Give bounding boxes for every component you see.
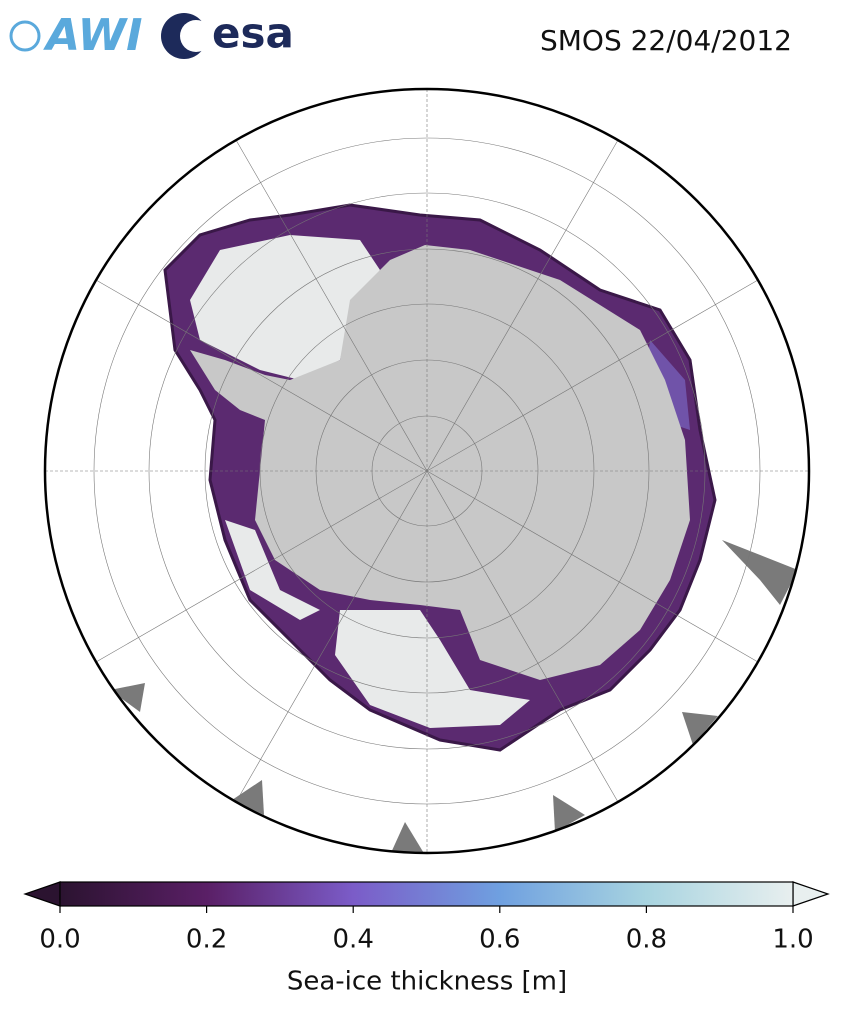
land (722, 540, 798, 605)
logo-text: AWI (43, 10, 143, 61)
graticule (45, 89, 809, 853)
colorbar-label: Sea-ice thickness [m] (287, 967, 567, 997)
map (45, 89, 809, 853)
land (110, 683, 145, 712)
logo-text: esa (212, 9, 294, 58)
logo-awi: AWI (9, 10, 143, 61)
thick-ice (225, 520, 320, 620)
land (390, 822, 425, 853)
land (232, 780, 264, 815)
title: SMOS 22/04/2012 (540, 24, 792, 57)
map-frame (43, 87, 811, 855)
tick-label: 0.2 (186, 925, 227, 955)
thick-ice (335, 610, 530, 728)
land (682, 712, 718, 745)
tick-label: 1.0 (772, 925, 813, 955)
thick-ice (190, 235, 380, 380)
tick-label: 0.6 (479, 925, 520, 955)
tick-label: 0.8 (626, 925, 667, 955)
land (190, 245, 690, 680)
colorbar-ramp (59, 881, 794, 907)
colorbar: 0.0 0.2 0.4 0.6 0.8 1.0 (23, 881, 830, 955)
logo-esa: esa (161, 9, 294, 59)
tick-label: 0.0 (39, 925, 80, 955)
land (553, 795, 585, 832)
tick-label: 0.4 (333, 925, 374, 955)
